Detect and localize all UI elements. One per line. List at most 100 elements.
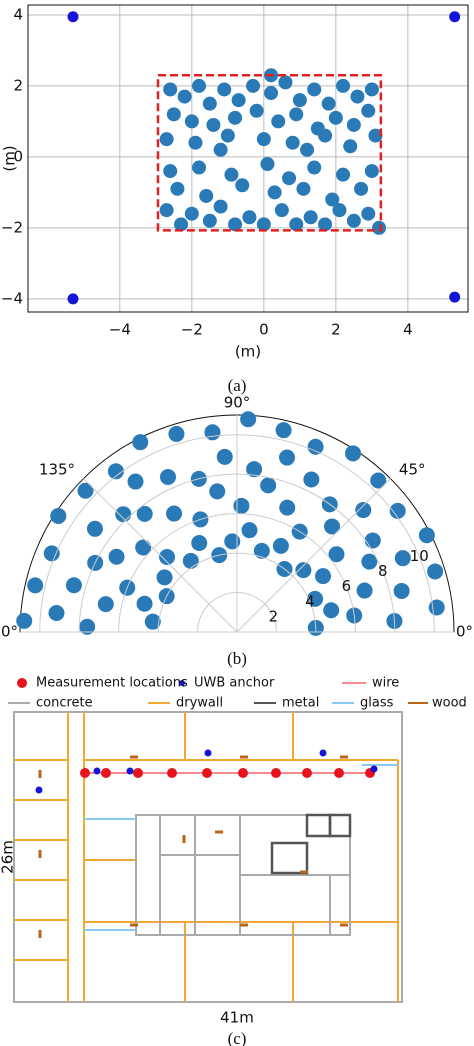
point [16, 612, 33, 629]
point [246, 461, 263, 478]
point [136, 505, 153, 522]
x-tick-label: 4 [403, 321, 413, 339]
point [217, 82, 232, 97]
point [271, 114, 286, 129]
point [364, 164, 379, 179]
point [192, 160, 207, 175]
width-label: 41m [220, 1009, 254, 1027]
point [260, 477, 277, 494]
point [279, 449, 296, 466]
point [166, 505, 183, 522]
r-tick-label: 10 [410, 547, 429, 565]
y-tick-label: 0 [13, 147, 23, 165]
point [241, 522, 258, 539]
theta-tick-label: 0° [456, 623, 473, 641]
point [228, 110, 243, 125]
point [206, 117, 221, 132]
point [267, 185, 282, 200]
point [361, 206, 376, 221]
point [295, 562, 312, 579]
x-axis-label: (m) [235, 343, 261, 361]
point [256, 217, 271, 232]
point [328, 110, 343, 125]
point [393, 582, 410, 599]
point [364, 82, 379, 97]
point [188, 135, 203, 150]
y-tick-label: 2 [13, 76, 23, 94]
point [328, 546, 345, 563]
theta-tick-label: 180° [0, 623, 18, 641]
point [220, 128, 235, 143]
point [235, 178, 250, 193]
point [372, 220, 387, 235]
legend-label: UWB anchor [194, 676, 275, 691]
caption: (c) [228, 1029, 247, 1046]
point [156, 569, 173, 586]
point [350, 89, 365, 104]
theta-tick-label: 90° [224, 394, 251, 412]
point [303, 471, 320, 488]
point [285, 135, 300, 150]
point [159, 469, 176, 486]
point [343, 139, 358, 154]
legend-label: glass [360, 696, 394, 711]
point [132, 434, 149, 451]
point [336, 167, 351, 182]
legend-label: metal [282, 696, 319, 711]
point [361, 553, 378, 570]
point [370, 472, 387, 489]
point [115, 506, 132, 523]
point [361, 103, 376, 118]
point [108, 548, 125, 565]
point [204, 424, 221, 441]
point [27, 577, 44, 594]
x-tick-label: 0 [259, 321, 269, 339]
point [346, 117, 361, 132]
legend-label: drywall [176, 696, 223, 711]
y-tick-label: −4 [1, 289, 23, 307]
point [50, 507, 67, 524]
point [307, 438, 324, 455]
point [163, 164, 178, 179]
point [274, 203, 289, 218]
point [300, 142, 315, 157]
r-tick-label: 4 [305, 592, 315, 610]
point [318, 128, 333, 143]
floor-plan [8, 678, 428, 1003]
point [144, 613, 161, 630]
point [170, 181, 185, 196]
point [394, 550, 411, 567]
point [135, 539, 152, 556]
point [449, 11, 461, 23]
point [224, 533, 241, 550]
point [184, 114, 199, 129]
point [159, 132, 174, 147]
point [77, 482, 94, 499]
point [303, 210, 318, 225]
point [296, 181, 311, 196]
point [260, 157, 275, 172]
point [192, 78, 207, 93]
y-tick-label: −2 [1, 218, 23, 236]
point [272, 537, 289, 554]
point [246, 78, 261, 93]
point [249, 103, 264, 118]
r-tick-label: 6 [342, 577, 352, 595]
point [163, 82, 178, 97]
theta-tick-label: 135° [39, 461, 75, 479]
point [282, 171, 297, 186]
point [107, 463, 124, 480]
point [199, 188, 214, 203]
point [278, 75, 293, 90]
point [213, 199, 228, 214]
point [202, 96, 217, 111]
point [336, 78, 351, 93]
point [345, 445, 362, 462]
point [65, 577, 82, 594]
point [159, 203, 174, 218]
point [292, 93, 307, 108]
point [224, 167, 239, 182]
point [364, 532, 381, 549]
point [307, 590, 324, 607]
point [315, 568, 332, 585]
